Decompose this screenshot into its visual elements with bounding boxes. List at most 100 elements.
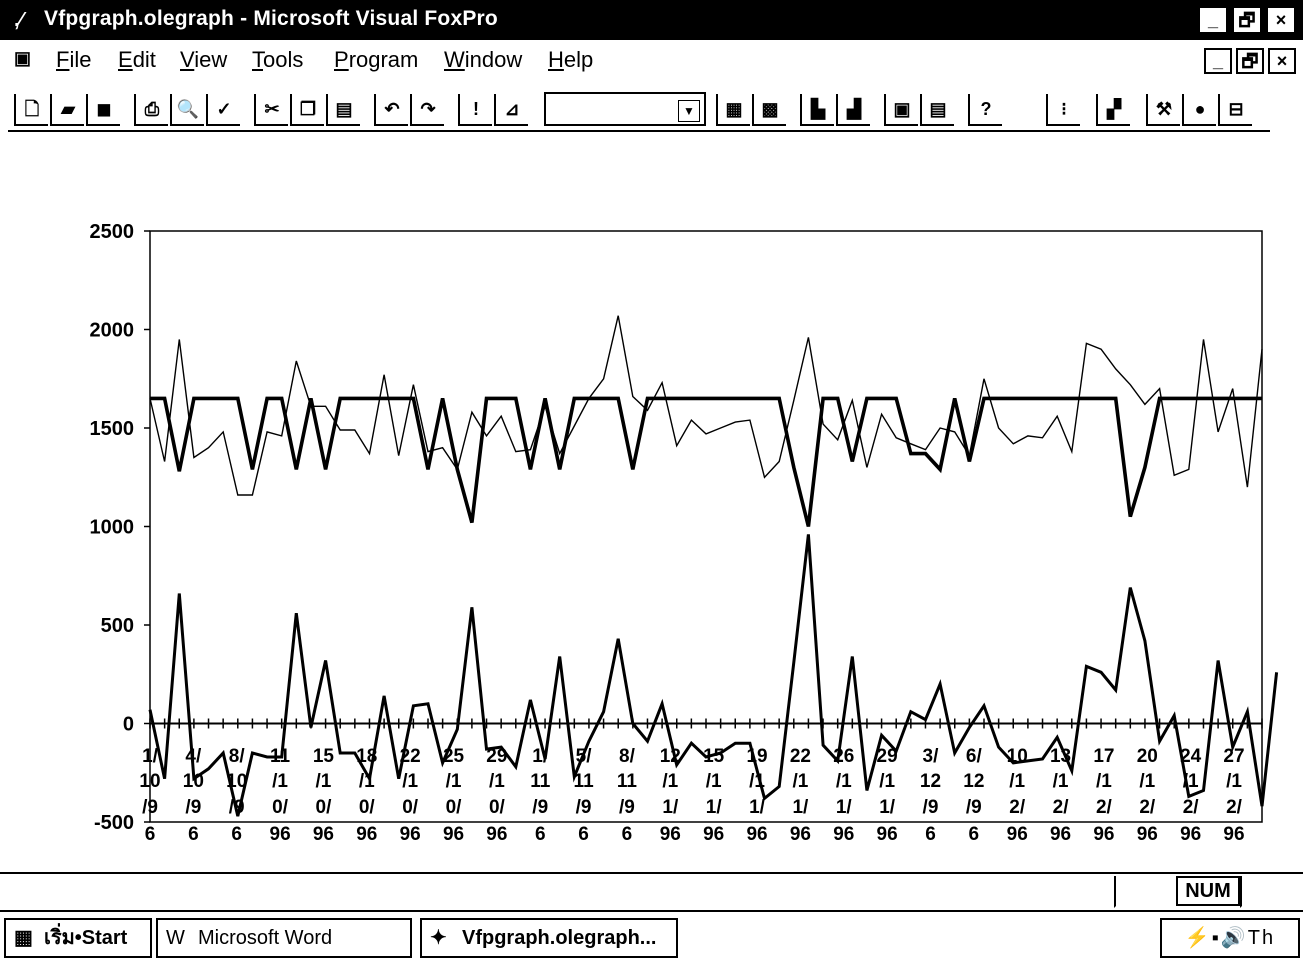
x-tick-label: 6 (188, 824, 199, 845)
x-tick-label: 96 (1223, 824, 1244, 845)
minimize-button[interactable]: _ (1198, 6, 1228, 34)
modify-form-icon[interactable]: ⊿ (494, 94, 528, 126)
x-tick-label: 12 (920, 771, 941, 792)
restore-button[interactable]: 🗗 (1232, 6, 1262, 34)
y-tick-label: 1000 (90, 517, 135, 539)
x-tick-label: /1 (879, 771, 895, 792)
series-line-medium (148, 534, 1279, 817)
chevron-down-icon[interactable]: ▼ (678, 100, 700, 122)
x-tick-label: 13 (1050, 746, 1071, 767)
spelling-icon[interactable]: ✓ (206, 94, 240, 126)
menu-program[interactable]: Program (334, 47, 419, 72)
x-tick-label: /1 (489, 771, 505, 792)
x-tick-label: /1 (1139, 771, 1155, 792)
status-bar-line (0, 872, 1303, 874)
tools-icon[interactable]: ⚒ (1146, 94, 1180, 126)
form-icon[interactable]: ▩ (752, 94, 786, 126)
toolbar-combo[interactable]: ▼ (544, 92, 706, 126)
redo-icon[interactable]: ↷ (410, 94, 444, 126)
print-icon[interactable]: ⎙ (134, 94, 168, 126)
print-preview-icon[interactable]: 🔍 (170, 94, 204, 126)
cut-icon[interactable]: ✂ (254, 94, 288, 126)
report-icon[interactable]: ▙ (800, 94, 834, 126)
foxpro-icon: ✦ (430, 927, 447, 949)
series-line-thick (150, 396, 1262, 527)
series-line-thin (149, 315, 1263, 496)
system-tray[interactable]: ⚡▪🔊Th (1160, 918, 1300, 958)
help-icon[interactable]: ? (968, 94, 1002, 126)
x-tick-label: 96 (356, 824, 377, 845)
builder-icon[interactable]: ⁝ (1046, 94, 1080, 126)
x-tick-label: 0/ (359, 797, 376, 818)
paste-icon[interactable]: ▤ (326, 94, 360, 126)
x-tick-label: 5/ (576, 746, 593, 767)
menu-bar: ▣ File Edit View Tools Program Window He… (0, 40, 1303, 82)
x-tick-label: 10 (1007, 746, 1028, 767)
x-tick-label: /1 (749, 771, 765, 792)
x-tick-label: 10 (183, 771, 204, 792)
table-icon[interactable]: ▦ (716, 94, 750, 126)
x-tick-label: 20 (1137, 746, 1158, 767)
close-button[interactable]: × (1266, 6, 1296, 34)
copy-icon[interactable]: ❐ (290, 94, 324, 126)
menu-window[interactable]: Window (444, 47, 523, 72)
doc-minimize-button[interactable]: _ (1204, 48, 1232, 74)
undo-icon[interactable]: ↶ (374, 94, 408, 126)
x-tick-label: 11 (574, 771, 595, 792)
x-tick-label: /1 (1096, 771, 1112, 792)
x-tick-label: 0/ (446, 797, 463, 818)
x-tick-label: /9 (532, 797, 548, 818)
palette-icon[interactable]: ● (1182, 94, 1216, 126)
x-tick-label: 15 (313, 746, 335, 767)
menu-file[interactable]: File (56, 47, 92, 72)
status-num-indicator: NUM (1176, 876, 1240, 906)
new-icon[interactable]: 🗋 (14, 94, 48, 126)
x-tick-label: 96 (400, 824, 421, 845)
x-tick-label: /9 (923, 797, 939, 818)
x-tick-label: 0/ (316, 797, 333, 818)
x-tick-label: /1 (402, 771, 418, 792)
x-tick-label: 4/ (185, 746, 202, 767)
y-tick-label: -500 (94, 812, 134, 834)
x-tick-label: 96 (1137, 824, 1158, 845)
x-tick-label: /1 (359, 771, 375, 792)
y-tick-label: 500 (101, 615, 134, 637)
layout-icon[interactable]: ⊟ (1218, 94, 1252, 126)
run-icon[interactable]: ! (458, 94, 492, 126)
start-button[interactable]: ▦ เริ่ม•Start (4, 918, 152, 958)
x-tick-label: 2/ (1183, 797, 1200, 818)
code-icon[interactable]: ▞ (1096, 94, 1130, 126)
task-vfpgraph[interactable]: ✦ Vfpgraph.olegraph... (420, 918, 678, 958)
menu-tools[interactable]: Tools (252, 47, 304, 72)
doc-restore-button[interactable]: 🗗 (1236, 48, 1264, 74)
menu-view[interactable]: View (180, 47, 228, 72)
taskbar: ▦ เริ่ม•Start W Microsoft Word ✦ Vfpgrap… (0, 910, 1303, 960)
x-tick-label: /1 (1183, 771, 1199, 792)
x-tick-label: 96 (443, 824, 464, 845)
label-icon[interactable]: ▟ (836, 94, 870, 126)
x-tick-label: /1 (1226, 771, 1242, 792)
x-tick-label: /1 (792, 771, 808, 792)
save-icon[interactable]: ◼ (86, 94, 120, 126)
x-tick-label: 1/ (879, 797, 896, 818)
document-control-icon[interactable]: ▣ (14, 48, 32, 68)
x-tick-label: 10 (226, 771, 247, 792)
x-tick-label: 0/ (489, 797, 506, 818)
x-tick-label: 2/ (1226, 797, 1243, 818)
menu-help[interactable]: Help (548, 47, 594, 72)
y-tick-label: 0 (123, 714, 134, 736)
query-icon[interactable]: ▣ (884, 94, 918, 126)
menu-designer-icon[interactable]: ▤ (920, 94, 954, 126)
open-icon[interactable]: ▰ (50, 94, 84, 126)
task-microsoft-word[interactable]: W Microsoft Word (156, 918, 412, 958)
x-tick-label: 96 (746, 824, 767, 845)
x-tick-label: 11 (530, 771, 551, 792)
doc-close-button[interactable]: × (1268, 48, 1296, 74)
foxpro-app-icon[interactable]: ,⁄ (14, 9, 23, 31)
x-tick-label: 12 (963, 771, 984, 792)
x-tick-label: /1 (836, 771, 852, 792)
x-tick-label: 3/ (923, 746, 940, 767)
window-title: Vfpgraph.olegraph - Microsoft Visual Fox… (44, 7, 498, 30)
menu-edit[interactable]: Edit (118, 47, 156, 72)
x-tick-label: 1/ (706, 797, 723, 818)
